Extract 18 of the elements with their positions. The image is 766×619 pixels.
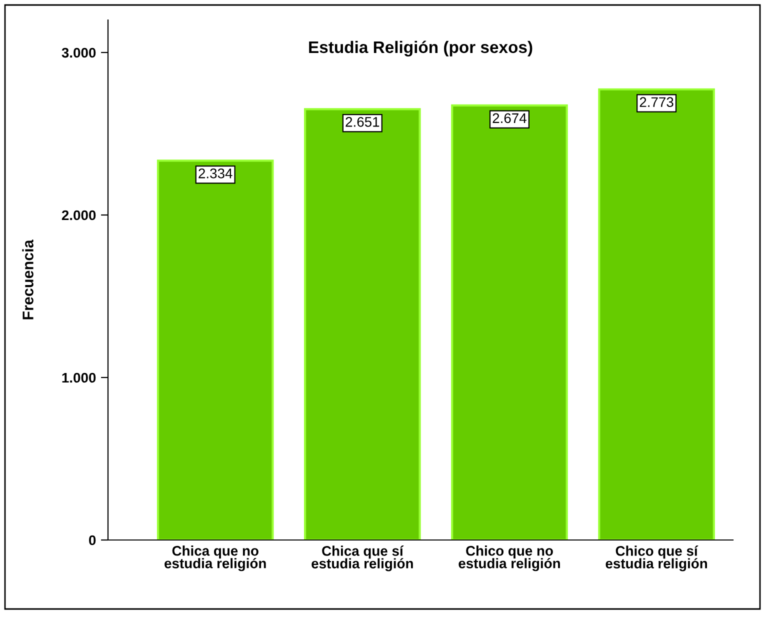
y-tick-label: 3.000 xyxy=(62,48,96,58)
x-tick-label: Chica que no estudia religión xyxy=(164,546,266,572)
y-tick-label: 1.000 xyxy=(62,372,96,383)
y-tick-label: 0 xyxy=(89,535,96,546)
data-label: 2.334 xyxy=(198,168,232,178)
y-axis-title: Frecuencia xyxy=(22,240,34,320)
data-label: 2.773 xyxy=(640,97,674,108)
bar xyxy=(156,160,274,540)
text: Estudia Religión (por sexos) xyxy=(309,40,532,56)
x-tick-label: Chica que sí estudia religión xyxy=(312,546,413,572)
x-tick-label: Chico que no estudia religión xyxy=(458,546,560,572)
bar xyxy=(451,104,568,540)
bar xyxy=(598,88,715,540)
data-label: 2.674 xyxy=(492,113,526,124)
y-tick-label: 2.000 xyxy=(62,210,96,220)
data-label: 2.651 xyxy=(346,116,380,127)
x-tick-label: Chico que sí estudia religión xyxy=(606,546,707,572)
bar xyxy=(304,108,421,540)
